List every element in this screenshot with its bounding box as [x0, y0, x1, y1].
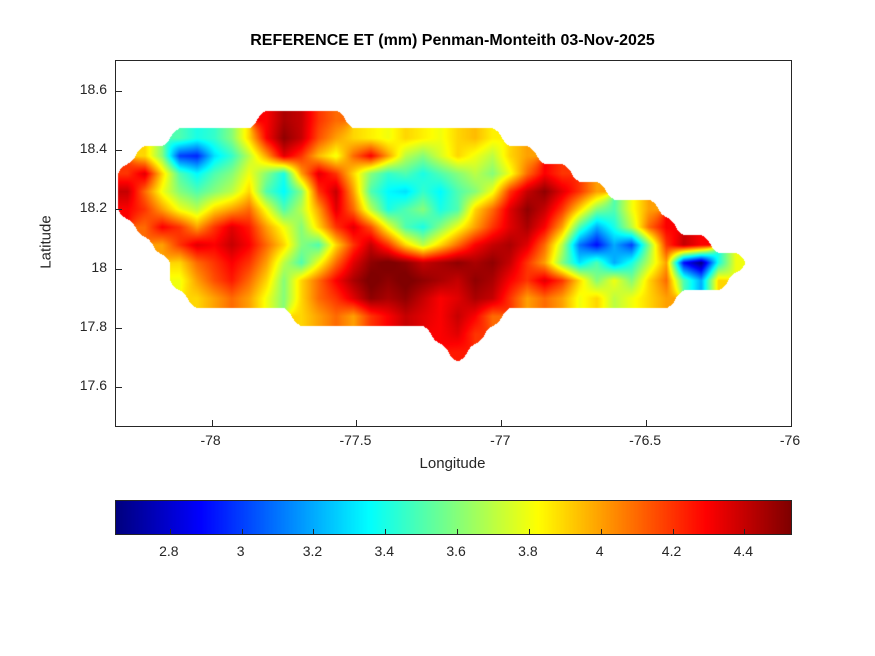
x-tick-label: -77	[490, 432, 511, 448]
y-tick-label: 17.6	[79, 377, 107, 394]
x-tick-label: -76	[779, 432, 801, 448]
x-tick-label: -77.5	[339, 432, 372, 448]
colorbar-tick	[169, 529, 171, 534]
y-tick-label: 18.2	[79, 199, 107, 216]
x-axis-tick	[211, 420, 213, 426]
colorbar-tick-label: 2.8	[159, 543, 179, 559]
y-axis-tick	[116, 387, 122, 389]
chart-title: REFERENCE ET (mm) Penman-Monteith 03-Nov…	[250, 32, 655, 49]
x-tick-label: -78	[200, 432, 221, 448]
y-axis-tick	[116, 268, 122, 270]
colorbar-tick	[744, 529, 746, 534]
colorbar-gradient-canvas	[116, 501, 791, 534]
colorbar-tick	[385, 529, 387, 534]
x-axis-tick	[791, 420, 792, 426]
map-plot-area	[115, 60, 792, 427]
colorbar-tick-label: 3.6	[446, 543, 466, 559]
y-tick-label: 17.8	[79, 318, 107, 335]
colorbar-tick-label: 3.4	[374, 543, 395, 559]
x-tick-label: -76.5	[629, 432, 662, 448]
colorbar-tick-label: 3.8	[518, 543, 538, 559]
colorbar-tick	[457, 529, 459, 534]
colorbar-tick	[672, 529, 674, 534]
y-tick-label: 18	[91, 258, 107, 275]
colorbar-tick-label: 4.2	[661, 543, 682, 559]
y-axis-tick	[116, 90, 122, 92]
colorbar-tick-label: 4.4	[733, 543, 754, 559]
x-axis-tick	[356, 420, 358, 426]
colorbar-tick	[313, 529, 315, 534]
y-axis-tick	[116, 209, 122, 211]
y-tick-label: 18.4	[79, 140, 107, 157]
colorbar-tick-label: 4	[595, 543, 604, 559]
x-axis-tick	[501, 420, 503, 426]
colorbar-tick	[528, 529, 530, 534]
colorbar-tick	[600, 529, 602, 534]
y-axis-tick	[116, 328, 122, 330]
y-axis-tick	[116, 150, 122, 152]
x-axis-tick	[646, 420, 648, 426]
y-tick-label: 18.6	[79, 80, 107, 97]
colorbar	[115, 500, 792, 535]
x-axis-label: Longitude	[419, 455, 486, 472]
colorbar-tick-label: 3.2	[302, 543, 323, 559]
colorbar-tick-label: 3	[236, 543, 245, 559]
colorbar-tick	[241, 529, 243, 534]
et-heatmap-canvas	[116, 61, 791, 426]
